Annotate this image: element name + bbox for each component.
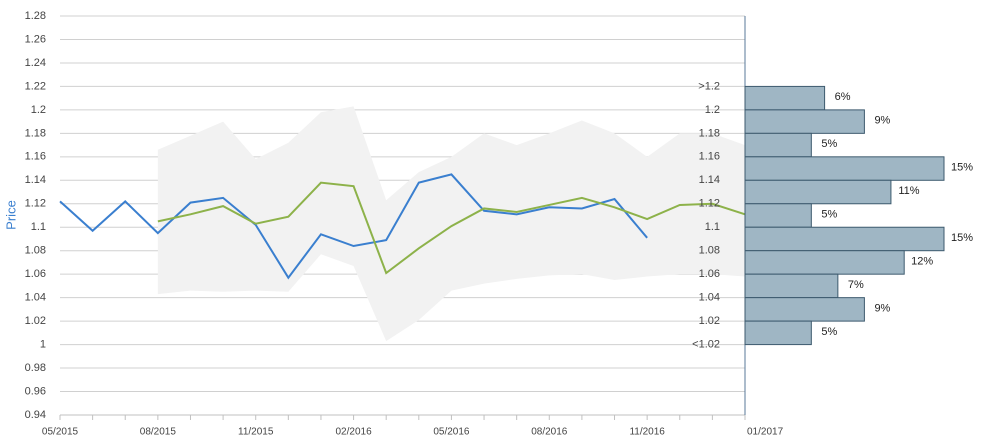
y-tick-label: 1.06 [25, 268, 46, 280]
y-tick-label: 1.1 [31, 221, 46, 233]
histogram-label: 1.12 [699, 198, 720, 210]
histogram-value-label: 9% [874, 302, 890, 314]
histogram-bar [744, 226, 945, 252]
histogram-label: 1.08 [699, 245, 720, 257]
price-line [59, 173, 648, 280]
y-tick-label: 1.12 [25, 198, 46, 210]
histogram-bar [744, 85, 826, 111]
histogram-label: <1.02 [692, 338, 720, 350]
y-tick-label: 1.16 [25, 151, 46, 163]
histogram-bar [744, 250, 905, 275]
y-tick-label: 1.22 [25, 80, 46, 92]
x-tick-label: 11/2015 [238, 427, 274, 438]
histogram-label: 1.14 [699, 174, 720, 186]
histogram-label: 1.1 [705, 221, 720, 233]
histogram-value-label: 9% [874, 115, 890, 127]
y-tick-label: 1.04 [25, 292, 46, 304]
price-line [157, 181, 746, 275]
histogram-label: 1.18 [699, 127, 720, 139]
x-tick-label: 08/2016 [531, 427, 568, 438]
histogram-label: 1.16 [699, 151, 720, 163]
histogram-bar [744, 297, 865, 322]
forecast-band [157, 106, 745, 342]
x-tick-label: 05/2015 [42, 427, 79, 438]
y-axis-title: Price [3, 200, 18, 230]
y-tick-label: 1.28 [25, 10, 46, 22]
histogram-bar [744, 156, 945, 181]
histogram-value-label: 11% [898, 185, 919, 197]
x-tick-label: 01/2017 [747, 427, 784, 438]
histogram-label: 1.06 [699, 268, 720, 280]
y-tick-label: 1.18 [25, 127, 46, 139]
y-tick-label: 0.98 [25, 362, 46, 374]
y-tick-label: 1 [40, 338, 46, 350]
histogram-value-label: 15% [951, 232, 973, 244]
histogram-bar [744, 109, 865, 134]
x-tick-label: 08/2015 [140, 427, 177, 438]
x-tick-label: 05/2016 [433, 427, 470, 438]
histogram-bar [744, 132, 812, 158]
histogram-label: 1.2 [705, 104, 720, 116]
histogram-label: 1.02 [699, 315, 720, 327]
histogram-value-label: 15% [951, 161, 973, 173]
histogram-bar [744, 179, 892, 205]
y-tick-label: 0.96 [25, 385, 46, 397]
x-tick-label: 02/2016 [335, 427, 372, 438]
x-tick-label: 11/2016 [629, 427, 665, 438]
histogram-label: 1.04 [699, 292, 720, 304]
histogram-bar [744, 203, 812, 228]
y-tick-label: 1.24 [25, 57, 46, 69]
y-tick-label: 1.26 [25, 33, 46, 45]
y-tick-label: 1.02 [25, 315, 46, 327]
y-tick-label: 1.14 [25, 174, 46, 186]
y-tick-label: 0.94 [25, 409, 46, 421]
histogram-bar [744, 320, 812, 346]
histogram-value-label: 7% [848, 279, 864, 291]
histogram-label: >1.2 [698, 80, 720, 92]
histogram-value-label: 5% [821, 326, 837, 338]
histogram-value-label: 12% [911, 255, 933, 267]
y-tick-label: 1.08 [25, 245, 46, 257]
histogram-value-label: 5% [821, 138, 837, 150]
histogram-value-label: 5% [821, 208, 837, 220]
histogram-value-label: 6% [835, 91, 851, 103]
y-tick-label: 1.2 [31, 104, 46, 116]
histogram-bar [744, 273, 839, 299]
